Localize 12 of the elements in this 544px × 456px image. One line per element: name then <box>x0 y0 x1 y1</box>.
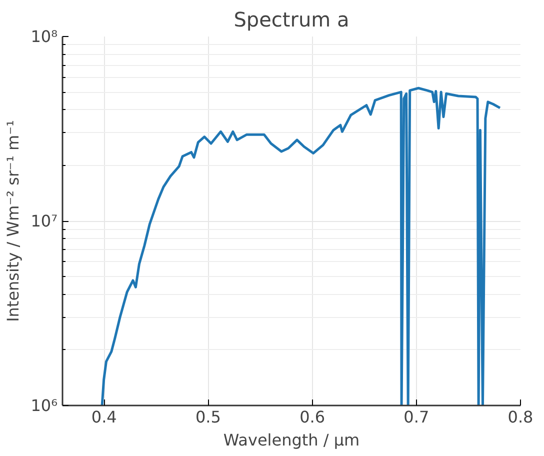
x-tick-label: 0.5 <box>196 408 221 426</box>
y-tick-label: 10⁷ <box>30 212 58 230</box>
chart-title: Spectrum a <box>234 8 350 32</box>
x-tick-label: 0.7 <box>404 408 430 426</box>
x-tick-label: 0.4 <box>91 408 117 426</box>
x-tick-label: 0.8 <box>508 408 534 426</box>
line-series <box>100 86 502 406</box>
x-axis-title: Wavelength / μm <box>223 430 360 450</box>
x-tick-label: 0.6 <box>300 408 326 426</box>
y-tick-label: 10⁸ <box>30 27 58 46</box>
y-axis-title: Intensity / Wm⁻² sr⁻¹ m⁻¹ <box>4 120 23 322</box>
y-tick-label: 10⁶ <box>30 396 58 415</box>
